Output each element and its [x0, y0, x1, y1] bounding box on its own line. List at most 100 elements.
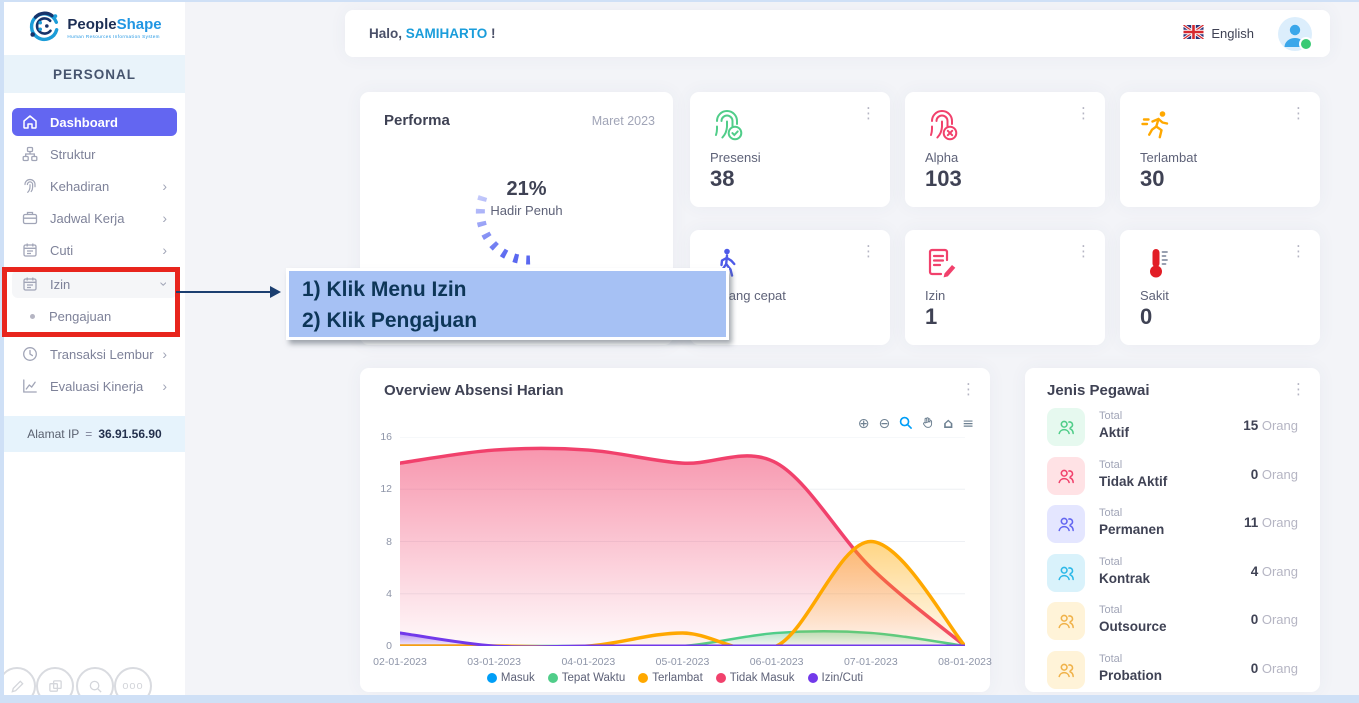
online-status-dot	[1299, 36, 1313, 51]
card-menu-button[interactable]: ⋮	[1291, 104, 1306, 122]
legend-label: Izin/Cuti	[821, 672, 864, 684]
card-menu-button[interactable]: ⋮	[1076, 242, 1091, 260]
people-icon	[1047, 553, 1085, 592]
legend-item[interactable]: Tidak Masuk	[715, 672, 795, 684]
clock-icon	[22, 346, 38, 362]
sidebar-item-pengajuan[interactable]: Pengajuan	[12, 302, 177, 330]
x-tick-label: 02-01-2023	[373, 656, 427, 668]
row-name: Kontrak	[1099, 570, 1151, 586]
chart-menu-icon[interactable]: ≡	[962, 416, 974, 432]
highlight-rectangle	[2, 267, 180, 337]
chevron-right-icon: ›	[162, 346, 167, 362]
card-menu-button[interactable]: ⋮	[861, 104, 876, 122]
fingerprint-check-icon	[710, 108, 744, 142]
sidebar-item-cuti[interactable]: Cuti ›	[12, 236, 177, 264]
calendar-icon	[22, 242, 38, 258]
row-value: 15 Orang	[1243, 418, 1298, 433]
x-tick-label: 05-01-2023	[655, 656, 710, 668]
thermometer-icon	[1140, 246, 1174, 280]
x-tick-label: 08-01-2023	[938, 656, 992, 668]
card-menu-button[interactable]: ⋮	[1291, 242, 1306, 260]
performa-period: Maret 2023	[591, 114, 655, 128]
x-tick-label: 03-01-2023	[467, 656, 522, 668]
reset-home-icon[interactable]: ⌂	[943, 416, 954, 432]
sidebar: PeopleShape Human Resources Information …	[4, 2, 185, 695]
people-icon	[1047, 408, 1085, 446]
instruction-step-2: 2) Klik Pengajuan	[302, 309, 478, 332]
legend-item[interactable]: Izin/Cuti	[807, 672, 864, 684]
calendar-icon	[22, 276, 38, 292]
legend-dot-icon	[547, 673, 558, 683]
language-selector[interactable]: English	[1182, 23, 1254, 42]
sidebar-item-evaluasi-kinerja[interactable]: Evaluasi Kinerja ›	[12, 372, 177, 400]
pan-hand-icon[interactable]	[921, 416, 934, 432]
peopleshape-logo-icon	[27, 9, 61, 48]
greeting: Halo, SAMIHARTO !	[369, 26, 496, 41]
row-prefix: Total	[1099, 458, 1123, 471]
home-icon	[22, 114, 38, 130]
sidebar-item-kehadiran[interactable]: Kehadiran ›	[12, 172, 177, 200]
chevron-right-icon: ›	[162, 378, 167, 394]
sidebar-item-izin[interactable]: Izin ›	[12, 270, 177, 298]
row-name: Probation	[1099, 668, 1162, 683]
stat-card-sakit: ⋮ Sakit 0	[1120, 230, 1320, 345]
chevron-right-icon: ›	[162, 178, 167, 194]
row-prefix: Total	[1099, 604, 1123, 617]
chevron-right-icon: ›	[162, 242, 167, 258]
row-name: Aktif	[1099, 425, 1129, 440]
line-chart-icon	[22, 378, 38, 394]
annotate-pen-button[interactable]	[0, 667, 36, 703]
legend-item[interactable]: Terlambat	[638, 672, 703, 684]
card-menu-button[interactable]: ⋮	[861, 242, 876, 260]
zoom-in-icon[interactable]: ⊕	[857, 416, 870, 432]
y-tick-label: 4	[386, 587, 392, 600]
y-tick-label: 0	[386, 640, 392, 652]
legend-dot-icon	[807, 673, 818, 683]
chevron-right-icon: ›	[162, 210, 167, 226]
y-tick-label: 16	[380, 431, 392, 443]
walking-person-icon	[710, 246, 744, 280]
sidebar-item-dashboard[interactable]: Dashboard	[12, 108, 177, 136]
card-menu-button[interactable]: ⋮	[1291, 380, 1306, 398]
row-prefix: Total	[1099, 653, 1123, 665]
jenis-pegawai-row-tidak-aktif: Total Tidak Aktif 0 Orang	[1047, 456, 1298, 497]
jenis-pegawai-row-kontrak: Total Kontrak 4 Orang	[1047, 553, 1298, 594]
row-value: 11 Orang	[1243, 515, 1298, 531]
sidebar-item-transaksi-lembur[interactable]: Transaksi Lembur ›	[12, 340, 177, 368]
jenis-pegawai-row-probation: Total Probation 0 Orang	[1047, 651, 1298, 691]
performa-title: Performa	[384, 112, 450, 129]
topbar: Halo, SAMIHARTO ! English	[345, 10, 1330, 57]
stat-card-terlambat: ⋮ Terlambat 30	[1120, 92, 1320, 207]
legend-item[interactable]: Masuk	[486, 672, 535, 684]
sidebar-section-label: PERSONAL	[4, 55, 185, 93]
ip-address-value: 36.91.56.90	[98, 427, 162, 441]
edge-bottom	[0, 695, 1359, 703]
sidebar-item-jadwal-kerja[interactable]: Jadwal Kerja ›	[12, 204, 177, 232]
card-menu-button[interactable]: ⋮	[1076, 104, 1091, 122]
selection-zoom-icon[interactable]	[899, 416, 913, 432]
stat-card-presensi: ⋮ Presensi 38	[690, 92, 890, 207]
username: SAMIHARTO	[405, 26, 488, 41]
edge-top	[0, 0, 1359, 2]
legend-dot-icon	[638, 673, 649, 683]
legend-label: Tepat Waktu	[561, 672, 626, 684]
x-tick-label: 06-01-2023	[749, 656, 804, 668]
chart-legend: Masuk Tepat Waktu Terlambat Tidak Masuk Izin…	[360, 672, 990, 684]
fingerprint-cross-icon	[925, 108, 959, 142]
row-name: Outsource	[1099, 619, 1167, 635]
brand-logo[interactable]: PeopleShape Human Resources Information …	[4, 2, 185, 55]
x-tick-label: 07-01-2023	[843, 656, 898, 668]
card-menu-button[interactable]: ⋮	[961, 380, 976, 398]
row-value: 0 Orang	[1250, 612, 1298, 628]
legend-item[interactable]: Tepat Waktu	[547, 672, 626, 684]
row-prefix: Total	[1099, 410, 1123, 422]
row-value: 4 Orang	[1250, 563, 1298, 579]
jenis-pegawai-row-aktif: Total Aktif 15 Orang	[1047, 408, 1298, 448]
bullet-icon	[30, 313, 35, 319]
zoom-out-icon[interactable]: ⊖	[878, 416, 891, 432]
row-name: Tidak Aktif	[1099, 473, 1168, 489]
sidebar-item-struktur[interactable]: Struktur	[12, 140, 177, 168]
people-icon	[1047, 456, 1085, 495]
user-avatar[interactable]	[1278, 16, 1313, 51]
